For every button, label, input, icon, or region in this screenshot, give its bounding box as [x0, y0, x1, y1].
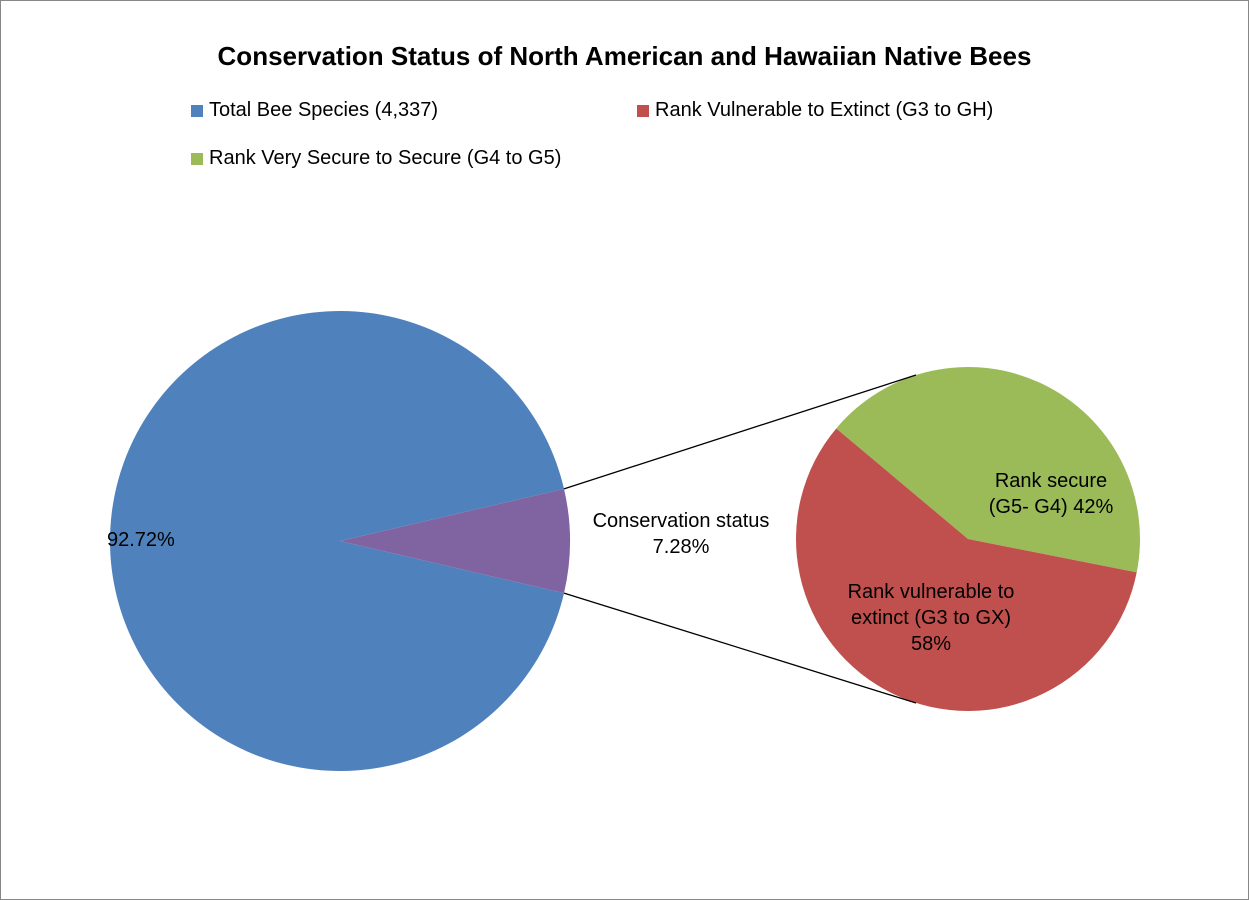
slice-label-vulnerable-line3: 58% [910, 633, 952, 655]
slice-label-secure: Rank secure (G5- G4) 42% [941, 468, 1161, 520]
pie-slice-total [109, 311, 565, 771]
chart-title: Conservation Status of North American an… [217, 41, 1032, 71]
legend-swatch-vulnerable [637, 104, 649, 117]
pie-slice-conservation [340, 488, 570, 594]
connector-line-bottom [563, 592, 917, 704]
legend-label-total: Total Bee Species (4,337) [209, 99, 439, 121]
legend-label-vulnerable: Rank Vulnerable to Extinct (G3 to GH) [655, 99, 994, 121]
legend-swatch-total [191, 104, 203, 117]
slice-label-conservation-value: 7.28% [652, 536, 710, 558]
legend-entry-secure: Rank Very Secure to Secure (G4 to G5) [191, 147, 561, 170]
subpie-slice-vulnerable [795, 428, 1137, 712]
slice-label-vulnerable-line2: extinct (G3 to GX) [850, 607, 1012, 629]
subpie-slice-secure [836, 367, 1140, 573]
slice-label-vulnerable-line1: Rank vulnerable to [847, 581, 1015, 603]
legend-swatch-secure [191, 152, 203, 165]
legend-label-secure: Rank Very Secure to Secure (G4 to G5) [209, 147, 562, 169]
slice-label-conservation: Conservation status 7.28% [569, 508, 793, 560]
slice-label-secure-line2: (G5- G4) 42% [988, 496, 1114, 518]
slice-label-total: 92.72% [107, 529, 175, 551]
slice-label-vulnerable: Rank vulnerable to extinct (G3 to GX) 58… [819, 579, 1043, 657]
slice-label-secure-line1: Rank secure [994, 470, 1108, 492]
slice-label-conservation-name: Conservation status [592, 510, 770, 532]
legend-entry-total: Total Bee Species (4,337) [191, 99, 438, 122]
connector-line-top [563, 374, 917, 490]
legend-entry-vulnerable: Rank Vulnerable to Extinct (G3 to GH) [637, 99, 993, 122]
